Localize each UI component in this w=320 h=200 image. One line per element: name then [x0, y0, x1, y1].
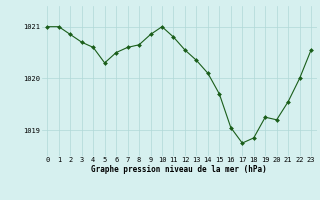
X-axis label: Graphe pression niveau de la mer (hPa): Graphe pression niveau de la mer (hPa) — [91, 165, 267, 174]
